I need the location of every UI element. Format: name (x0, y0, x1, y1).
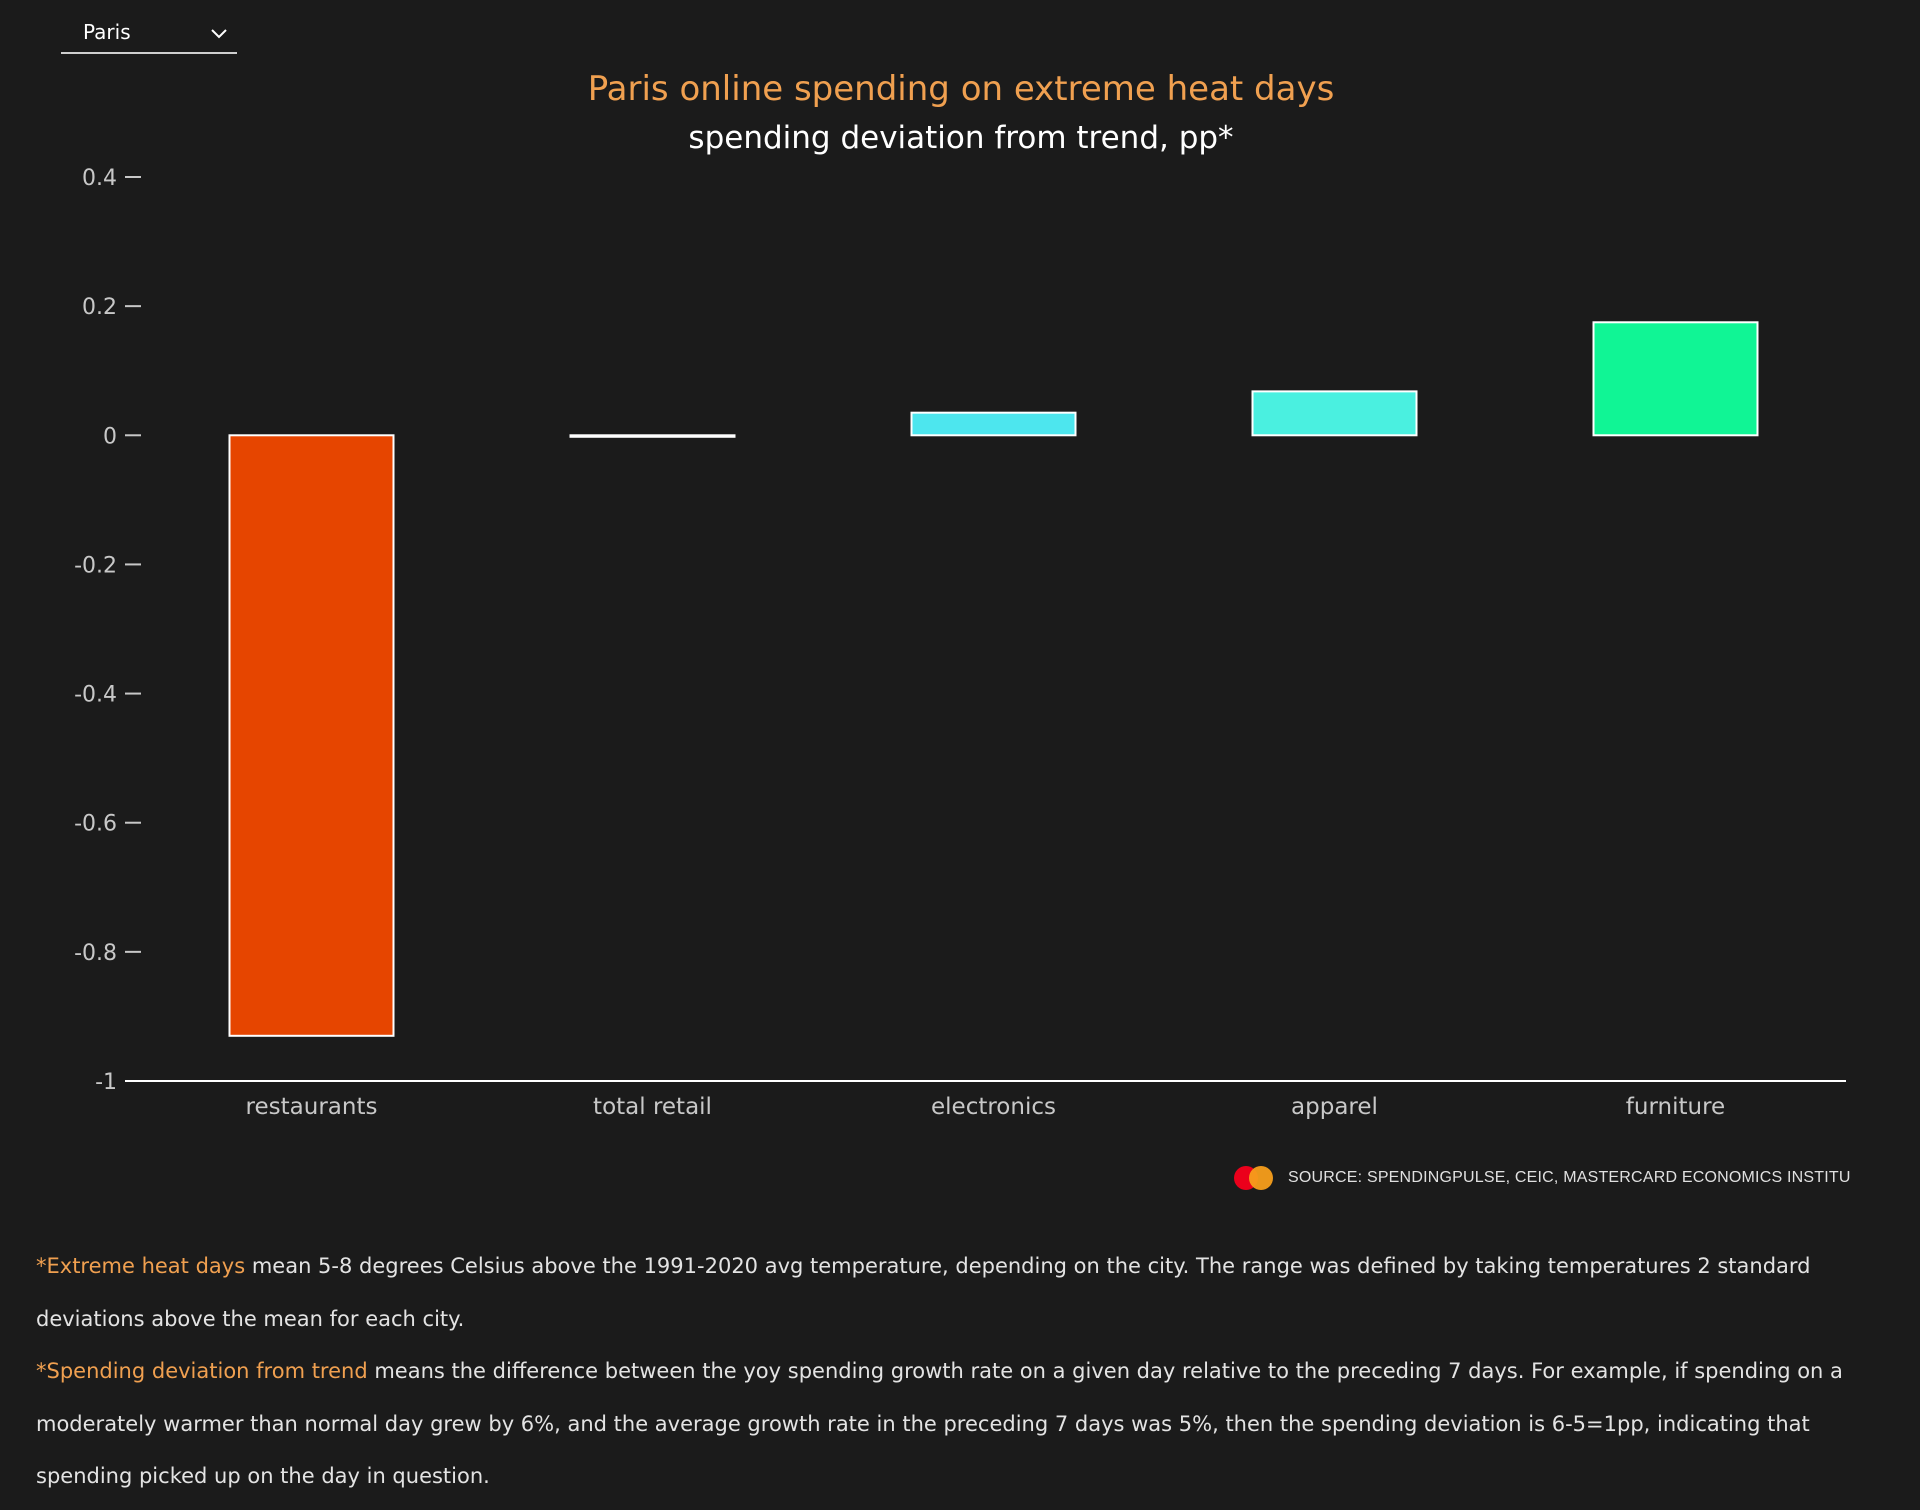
y-tick-label: -0.8 (74, 941, 117, 966)
chart-title: Paris online spending on extreme heat da… (588, 69, 1335, 109)
y-tick-label: 0.4 (82, 166, 117, 191)
bar-chart: Paris online spending on extreme heat da… (74, 69, 1846, 1120)
chevron-down-icon (211, 29, 227, 39)
y-tick-label: -0.6 (74, 812, 117, 837)
city-dropdown[interactable]: Paris (61, 14, 237, 54)
y-tick-label: 0.2 (82, 295, 117, 320)
x-tick-label: restaurants (246, 1094, 378, 1120)
source-line: SOURCE: SPENDINGPULSE, CEIC, MASTERCARD … (1234, 1163, 1851, 1193)
footnote-extreme-heat: *Extreme heat days mean 5-8 degrees Cels… (36, 1240, 1896, 1345)
bar-electronics[interactable] (910, 411, 1077, 437)
x-tick-label: apparel (1291, 1094, 1378, 1120)
y-tick-label: 0 (103, 424, 117, 449)
footnote-extreme-heat-text: mean 5-8 degrees Celsius above the 1991-… (36, 1254, 1811, 1331)
city-dropdown-value: Paris (83, 20, 131, 44)
footnote-extreme-heat-term: *Extreme heat days (36, 1254, 246, 1278)
footnote-spending-deviation-text: means the difference between the yoy spe… (36, 1359, 1843, 1488)
y-axis: 0.4 0.2 0 -0.2 -0.4 -0.6 -0.8 -1 (74, 166, 141, 1095)
x-tick-label: furniture (1626, 1094, 1725, 1120)
chart-subtitle: spending deviation from trend, pp* (688, 120, 1233, 156)
bar-apparel[interactable] (1251, 390, 1418, 437)
bar-total-retail[interactable] (569, 434, 736, 438)
bars (228, 321, 1759, 1037)
source-text: SOURCE: SPENDINGPULSE, CEIC, MASTERCARD … (1288, 1169, 1851, 1186)
x-tick-label: electronics (931, 1094, 1056, 1120)
bar-furniture[interactable] (1592, 321, 1759, 437)
x-tick-label: total retail (593, 1094, 712, 1120)
y-tick-label: -0.2 (74, 553, 117, 578)
y-tick-label: -1 (95, 1070, 117, 1095)
x-axis-labels: restaurants total retail electronics appare… (246, 1094, 1726, 1120)
y-tick-label: -0.4 (74, 683, 117, 708)
footnote-spending-deviation-term: *Spending deviation from trend (36, 1359, 368, 1383)
footnote-spending-deviation: *Spending deviation from trend means the… (36, 1345, 1896, 1503)
mastercard-logo-icon (1234, 1165, 1276, 1191)
bar-restaurants[interactable] (228, 434, 395, 1037)
footnotes: *Extreme heat days mean 5-8 degrees Cels… (36, 1240, 1896, 1503)
